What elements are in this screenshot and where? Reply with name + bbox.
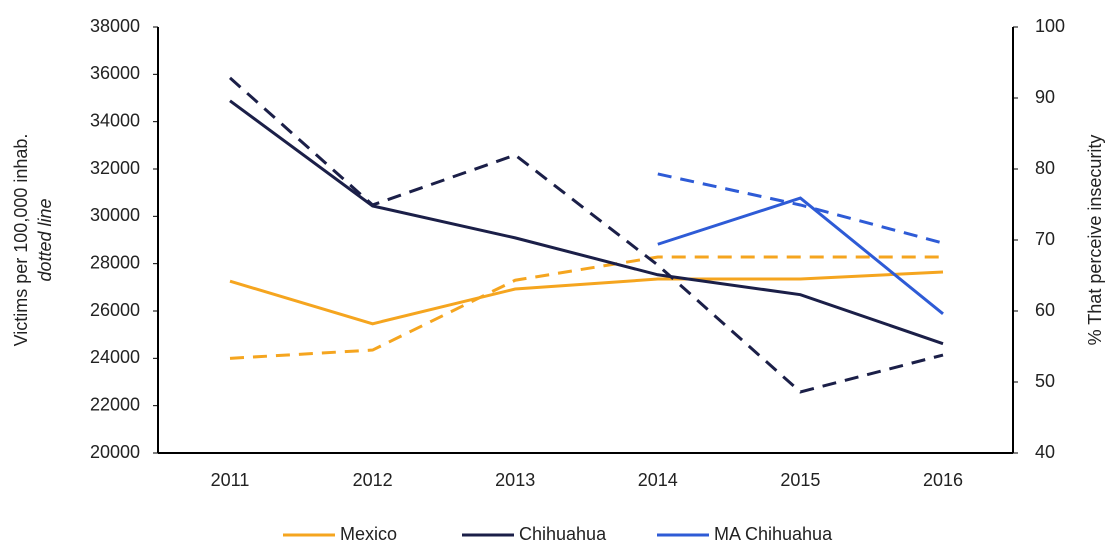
- solid-line: [229, 99, 944, 346]
- y-tick-label: 30000: [90, 205, 140, 225]
- dashed-line: [229, 76, 944, 394]
- y2-tick-label: 100: [1035, 16, 1065, 36]
- y-tick-label: 22000: [90, 394, 140, 414]
- dashed-line: [657, 172, 944, 245]
- y-tick-label: 34000: [90, 110, 140, 130]
- y-tick-label: 28000: [90, 252, 140, 272]
- legend-label: MA Chihuahua: [714, 524, 833, 544]
- y2-tick-label: 70: [1035, 229, 1055, 249]
- legend-label: Chihuahua: [519, 524, 607, 544]
- y2-axis-label: % That perceive insecurity: [1085, 135, 1105, 346]
- y2-tick-label: 90: [1035, 87, 1055, 107]
- solid-line: [657, 196, 944, 316]
- y-tick-label: 24000: [90, 347, 140, 367]
- x-tick-label: 2013: [495, 470, 535, 490]
- x-tick-label: 2014: [638, 470, 678, 490]
- y-tick-label: 38000: [90, 16, 140, 36]
- y2-tick-label: 80: [1035, 158, 1055, 178]
- x-tick-label: 2011: [211, 470, 250, 490]
- x-tick-label: 2016: [923, 470, 963, 490]
- y-tick-label: 32000: [90, 158, 140, 178]
- y-tick-label: 36000: [90, 63, 140, 83]
- y-tick-label: 20000: [90, 442, 140, 462]
- legend-label: Mexico: [340, 524, 397, 544]
- dashed-line: [229, 255, 943, 360]
- y-axis-note: dotted line: [35, 198, 55, 281]
- y2-tick-label: 60: [1035, 300, 1055, 320]
- y-tick-label: 26000: [90, 300, 140, 320]
- x-tick-label: 2012: [353, 470, 393, 490]
- y2-tick-label: 50: [1035, 371, 1055, 391]
- x-tick-label: 2015: [780, 470, 820, 490]
- solid-line: [229, 270, 944, 326]
- y2-tick-label: 40: [1035, 442, 1055, 462]
- y-axis-label: Victims per 100,000 inhab.: [11, 134, 31, 347]
